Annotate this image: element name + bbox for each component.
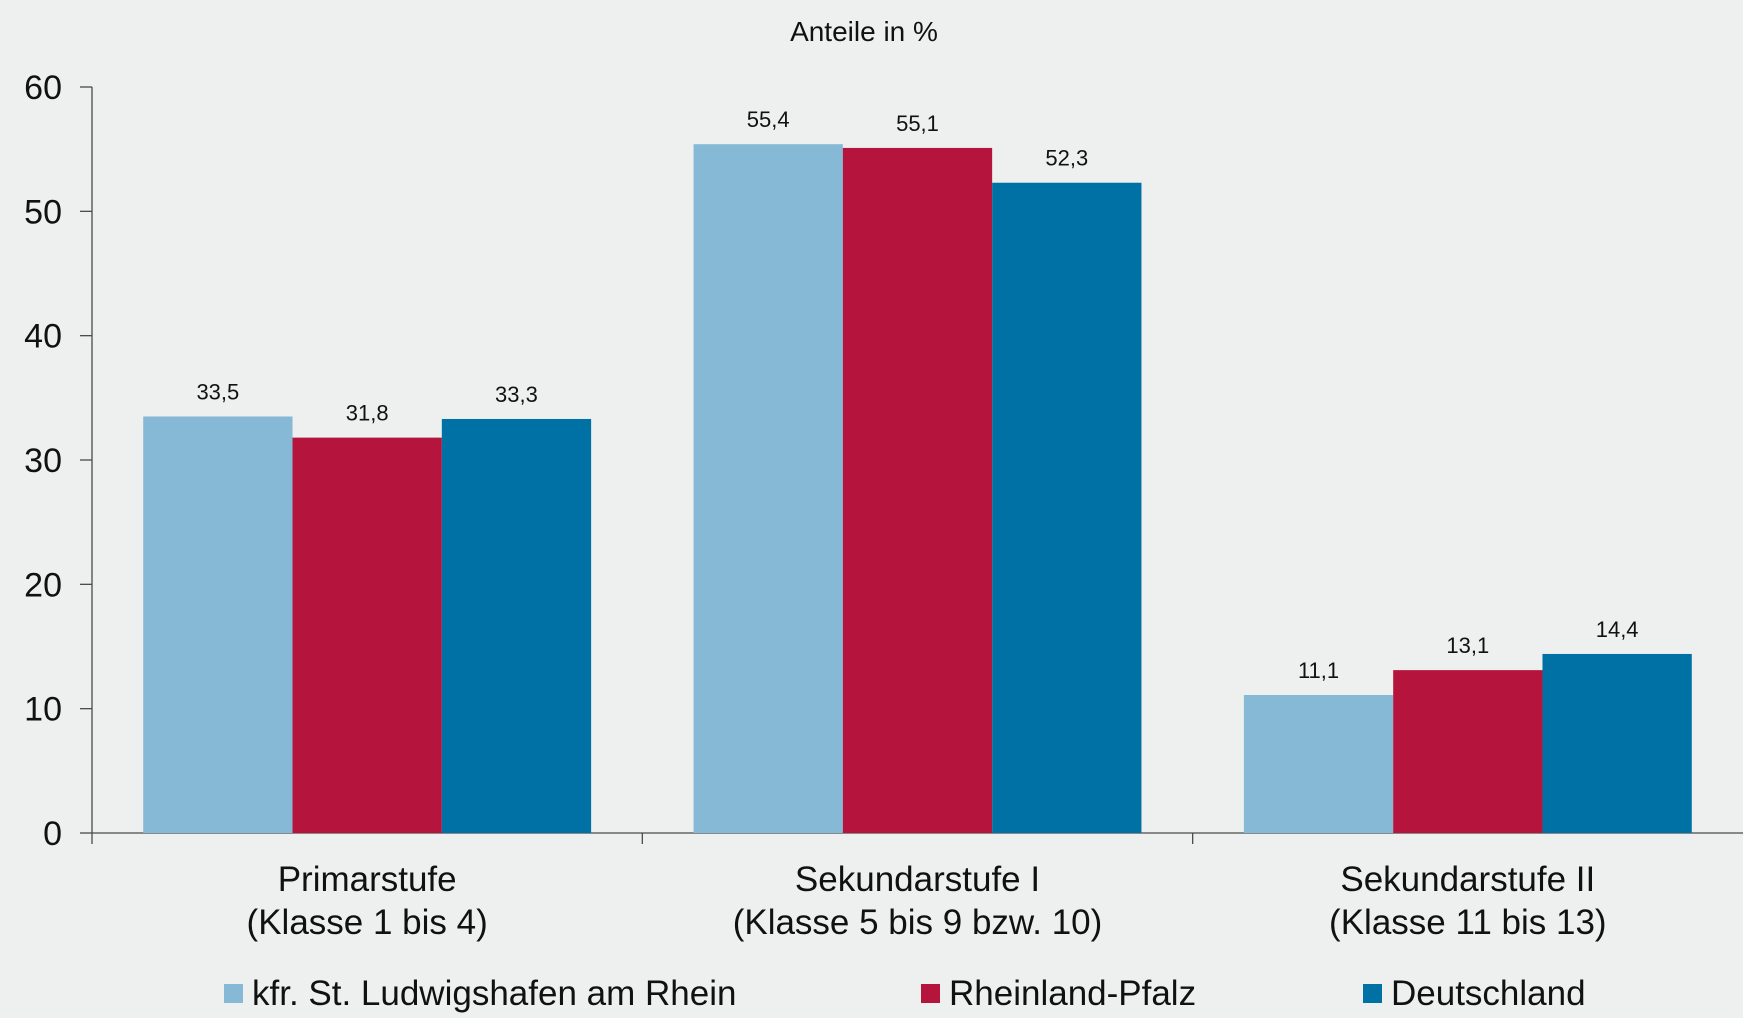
y-tick-label: 50 (24, 193, 62, 231)
data-label: 13,1 (1446, 633, 1489, 658)
data-label: 55,1 (896, 111, 939, 136)
bar (694, 144, 843, 833)
legend-swatch (224, 984, 243, 1003)
data-label: 11,1 (1298, 658, 1339, 683)
legend-label: kfr. St. Ludwigshafen am Rhein (252, 974, 736, 1013)
chart-title: Anteile in % (790, 16, 938, 47)
bar (1244, 695, 1393, 833)
y-axis: 0 10 20 30 40 50 60 (24, 69, 92, 853)
y-tick-label: 0 (43, 815, 62, 853)
bars (143, 144, 1692, 833)
bar (992, 183, 1141, 833)
y-tick-label: 10 (24, 691, 62, 729)
legend-swatch (921, 984, 940, 1003)
legend-label: Deutschland (1391, 974, 1586, 1013)
legend: kfr. St. Ludwigshafen am Rhein Rheinland-… (224, 974, 1586, 1013)
category-label: Sekundarstufe II (1340, 860, 1595, 899)
category-label: (Klasse 11 bis 13) (1329, 903, 1607, 942)
x-axis: Primarstufe (Klasse 1 bis 4) Sekundarstufe… (92, 833, 1743, 942)
bar (143, 416, 292, 833)
category-label: Primarstufe (278, 860, 457, 899)
data-label: 33,3 (495, 382, 538, 407)
data-label: 52,3 (1045, 146, 1088, 171)
y-tick-label: 60 (24, 69, 62, 107)
bar (293, 438, 442, 833)
category-label: Sekundarstufe I (795, 860, 1040, 899)
bar (442, 419, 591, 833)
category-label: (Klasse 1 bis 4) (247, 903, 488, 942)
data-label: 14,4 (1596, 617, 1639, 642)
data-label: 31,8 (346, 401, 389, 426)
data-label: 55,4 (747, 107, 790, 132)
y-tick-label: 30 (24, 442, 62, 480)
data-label: 33,5 (196, 379, 239, 404)
bar (1393, 670, 1542, 833)
category-label: (Klasse 5 bis 9 bzw. 10) (733, 903, 1103, 942)
legend-swatch (1363, 984, 1382, 1003)
bar (1542, 654, 1691, 833)
legend-label: Rheinland-Pfalz (949, 974, 1196, 1013)
y-tick-label: 20 (24, 566, 62, 604)
bar (843, 148, 992, 833)
y-tick-label: 40 (24, 318, 62, 356)
